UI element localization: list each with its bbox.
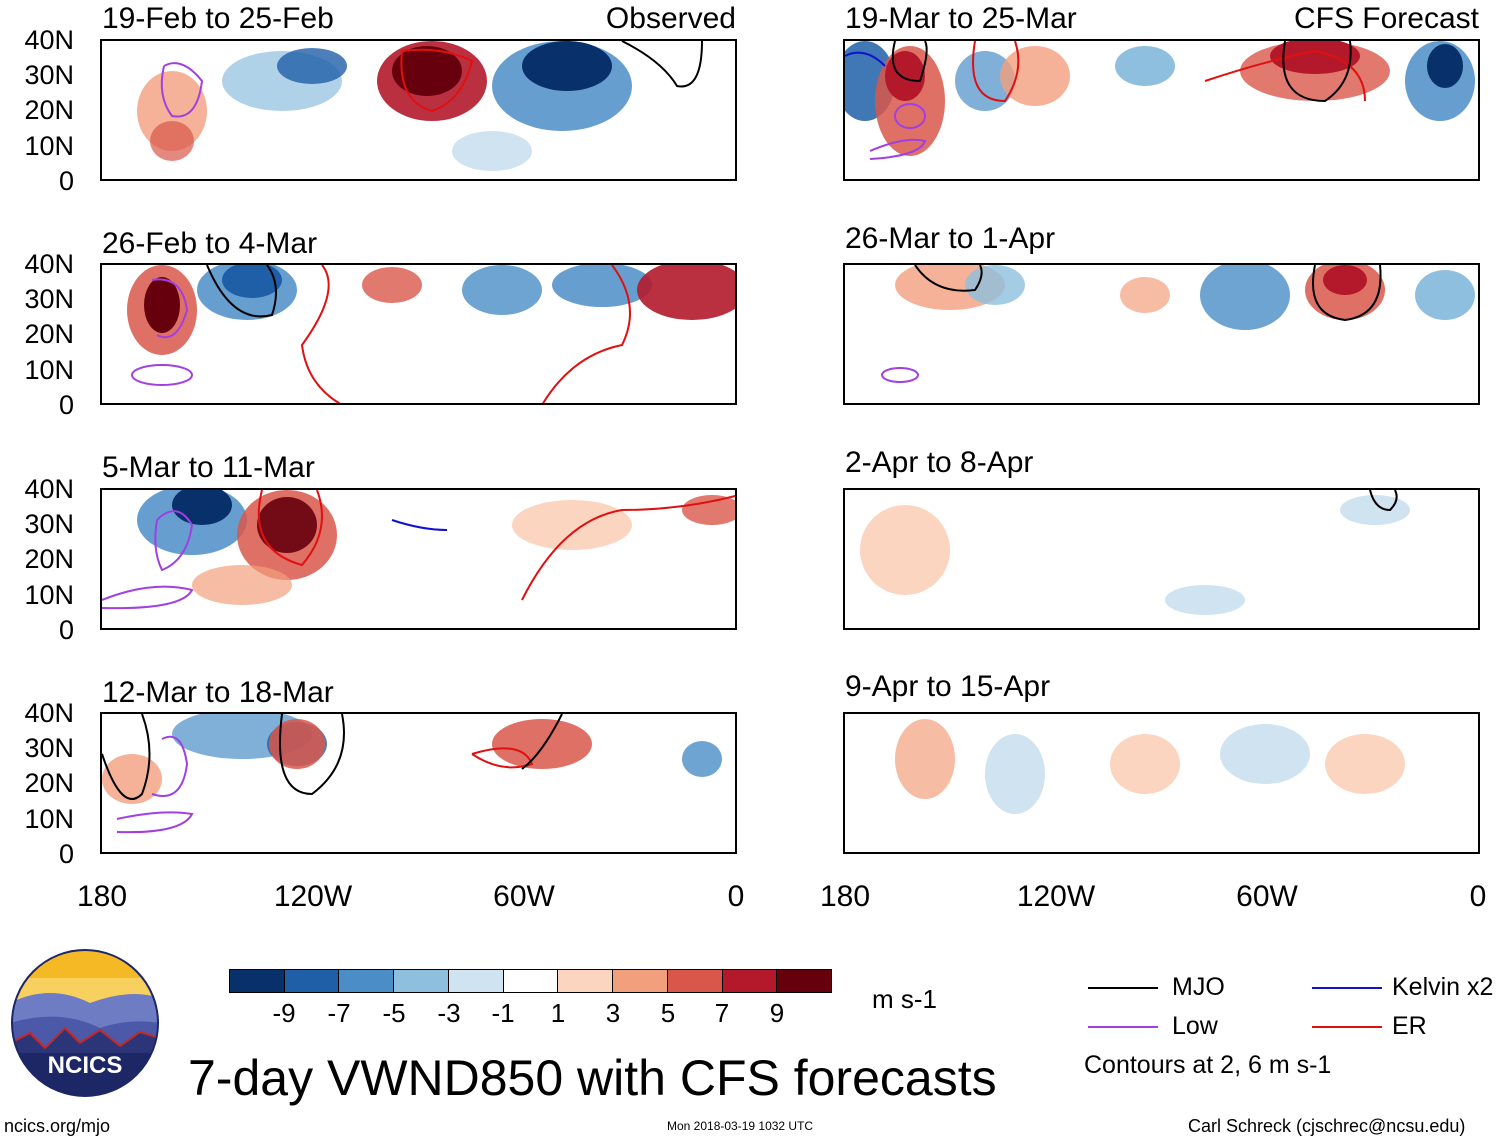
ncics-logo: NCICS <box>10 948 160 1098</box>
legend-mjo: MJO <box>1172 973 1225 1001</box>
colorbar-swatch <box>612 970 667 992</box>
panel-8-title: 9-Apr to 15-Apr <box>845 670 1051 703</box>
colorbar-swatch <box>338 970 394 992</box>
lat-label: 20N <box>24 768 74 798</box>
lat-label: 40N <box>24 249 74 279</box>
lat-label: 20N <box>24 544 74 574</box>
colorbar-swatch <box>666 970 722 992</box>
lat-label: 30N <box>24 509 74 539</box>
colorbar <box>229 969 832 993</box>
lat-label: 0 <box>58 390 74 420</box>
lat-label: 10N <box>24 131 74 161</box>
lat-label: 30N <box>24 60 74 90</box>
panel-4-title: 12-Mar to 18-Mar <box>102 676 334 709</box>
main-title: 7-day VWND850 with CFS forecasts <box>188 1050 997 1106</box>
footer-author[interactable]: Carl Schreck (cjschrec@ncsu.edu) <box>1188 1116 1466 1136</box>
lat-label: 0 <box>58 839 74 869</box>
panel-5-title: 19-Mar to 25-Mar <box>845 2 1077 35</box>
panel-1-plot <box>100 39 737 181</box>
footer-timestamp: Mon 2018-03-19 1032 UTC <box>667 1119 814 1133</box>
panel-7-field <box>860 490 1410 615</box>
panel-7-plot <box>843 488 1480 630</box>
lon-label: 60W <box>493 880 555 913</box>
lat-label: 10N <box>24 804 74 834</box>
colorbar-swatch <box>502 970 558 992</box>
legend-line-kelvin <box>1312 987 1382 989</box>
lon-label: 120W <box>273 880 353 913</box>
panel-1-field <box>137 41 703 171</box>
colorbar-label: 1 <box>550 998 566 1028</box>
panel-3-field <box>102 490 735 610</box>
lon-label: 60W <box>1236 880 1298 913</box>
lat-label: 40N <box>24 25 74 55</box>
colorbar-swatch <box>230 970 284 992</box>
legend-low: Low <box>1172 1012 1218 1040</box>
panel-6-title: 26-Mar to 1-Apr <box>845 222 1056 255</box>
legend-contours-note: Contours at 2, 6 m s-1 <box>1084 1051 1332 1079</box>
legend-line-low <box>1088 1026 1158 1028</box>
panel-6-field <box>881 265 1475 383</box>
panel-2-field <box>127 265 735 403</box>
colorbar-label: 7 <box>714 998 730 1028</box>
legend-er: ER <box>1392 1012 1427 1040</box>
lon-label: 180 <box>76 880 128 913</box>
lon-label: 120W <box>1016 880 1096 913</box>
lat-label: 20N <box>24 319 74 349</box>
ncics-logo-graphic <box>11 949 159 1097</box>
colorbar-swatch <box>557 970 613 992</box>
lon-label: 180 <box>819 880 871 913</box>
lat-label: 40N <box>24 698 74 728</box>
lat-label: 40N <box>24 474 74 504</box>
colorbar-label: -7 <box>327 998 351 1028</box>
ncics-logo-text: NCICS <box>47 1052 123 1079</box>
legend-line-er <box>1312 1026 1382 1028</box>
colorbar-label: -9 <box>272 998 296 1028</box>
lat-label: 30N <box>24 733 74 763</box>
colorbar-label: 5 <box>660 998 676 1028</box>
colorbar-label: 3 <box>605 998 621 1028</box>
lat-label: 30N <box>24 284 74 314</box>
lat-label: 0 <box>58 615 74 645</box>
panel-1-title: 19-Feb to 25-Feb <box>102 2 334 35</box>
panel-5-plot <box>843 39 1480 181</box>
panel-4-plot <box>100 712 737 854</box>
panel-1-observed-label: Observed <box>605 2 736 35</box>
colorbar-swatch <box>447 970 503 992</box>
panel-4-field <box>102 714 722 834</box>
colorbar-label: -5 <box>382 998 406 1028</box>
colorbar-label: 9 <box>769 998 785 1028</box>
colorbar-label: -1 <box>491 998 515 1028</box>
panel-3-plot <box>100 488 737 630</box>
colorbar-swatch <box>776 970 832 992</box>
legend-line-mjo <box>1088 987 1158 989</box>
footer-url[interactable]: ncics.org/mjo <box>4 1116 111 1136</box>
lat-label: 10N <box>24 355 74 385</box>
panel-8-field <box>895 719 1405 814</box>
panel-3-title: 5-Mar to 11-Mar <box>102 451 315 484</box>
panel-8-plot <box>843 712 1480 854</box>
colorbar-swatch <box>393 970 448 992</box>
panel-7-title: 2-Apr to 8-Apr <box>845 446 1034 479</box>
colorbar-swatch <box>721 970 777 992</box>
lat-label: 20N <box>24 95 74 125</box>
panel-5-field <box>845 41 1475 160</box>
panel-2-plot <box>100 263 737 405</box>
panel-2-title: 26-Feb to 4-Mar <box>102 227 318 260</box>
lon-label: 0 <box>727 880 745 913</box>
colorbar-units: m s-1 <box>872 984 937 1014</box>
legend-kelvin: Kelvin x2 <box>1392 973 1494 1001</box>
lat-label: 0 <box>58 166 74 196</box>
panel-5-forecast-label: CFS Forecast <box>1293 2 1479 35</box>
colorbar-swatch <box>283 970 339 992</box>
colorbar-label: -3 <box>437 998 461 1028</box>
lon-label: 0 <box>1469 880 1487 913</box>
lat-label: 10N <box>24 580 74 610</box>
panel-6-plot <box>843 263 1480 405</box>
